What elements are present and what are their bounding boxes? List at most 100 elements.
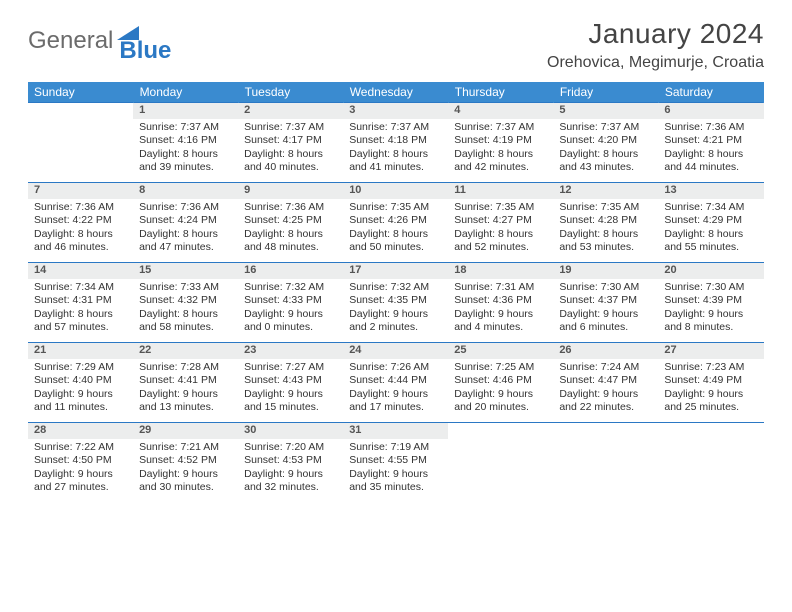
day-info-line: Daylight: 9 hours <box>34 468 127 482</box>
day-cell: Sunrise: 7:30 AMSunset: 4:37 PMDaylight:… <box>553 279 658 343</box>
weekday-header: Saturday <box>658 82 763 103</box>
day-info-line: and 41 minutes. <box>349 161 442 175</box>
day-number: 26 <box>553 343 658 359</box>
day-info-line: and 0 minutes. <box>244 321 337 335</box>
day-info-line: Sunset: 4:26 PM <box>349 214 442 228</box>
day-info-line: and 15 minutes. <box>244 401 337 415</box>
weekday-header: Thursday <box>448 82 553 103</box>
day-info-line: Daylight: 8 hours <box>244 228 337 242</box>
day-cell <box>658 439 763 503</box>
day-info-line: Daylight: 9 hours <box>664 388 757 402</box>
day-info-line: Daylight: 8 hours <box>454 148 547 162</box>
day-cell: Sunrise: 7:36 AMSunset: 4:22 PMDaylight:… <box>28 199 133 263</box>
weekday-header: Tuesday <box>238 82 343 103</box>
day-info-line: Sunrise: 7:37 AM <box>139 121 232 135</box>
day-info-line: Sunset: 4:27 PM <box>454 214 547 228</box>
day-cell <box>553 439 658 503</box>
day-cell: Sunrise: 7:36 AMSunset: 4:21 PMDaylight:… <box>658 119 763 183</box>
day-cell: Sunrise: 7:20 AMSunset: 4:53 PMDaylight:… <box>238 439 343 503</box>
day-content-row: Sunrise: 7:22 AMSunset: 4:50 PMDaylight:… <box>28 439 764 503</box>
day-number: 3 <box>343 103 448 119</box>
day-cell: Sunrise: 7:37 AMSunset: 4:18 PMDaylight:… <box>343 119 448 183</box>
day-cell: Sunrise: 7:22 AMSunset: 4:50 PMDaylight:… <box>28 439 133 503</box>
day-cell <box>448 439 553 503</box>
day-info-line: Sunset: 4:39 PM <box>664 294 757 308</box>
day-info-line: Sunrise: 7:28 AM <box>139 361 232 375</box>
day-info-line: Sunset: 4:44 PM <box>349 374 442 388</box>
day-number-row: 21222324252627 <box>28 343 764 359</box>
day-info-line: and 44 minutes. <box>664 161 757 175</box>
day-cell: Sunrise: 7:26 AMSunset: 4:44 PMDaylight:… <box>343 359 448 423</box>
day-number: 15 <box>133 263 238 279</box>
day-cell: Sunrise: 7:36 AMSunset: 4:24 PMDaylight:… <box>133 199 238 263</box>
day-cell: Sunrise: 7:35 AMSunset: 4:27 PMDaylight:… <box>448 199 553 263</box>
day-info-line: Daylight: 8 hours <box>559 228 652 242</box>
day-cell: Sunrise: 7:37 AMSunset: 4:16 PMDaylight:… <box>133 119 238 183</box>
day-number: 9 <box>238 183 343 199</box>
day-info-line: and 17 minutes. <box>349 401 442 415</box>
day-number: 5 <box>553 103 658 119</box>
day-info-line: Sunrise: 7:20 AM <box>244 441 337 455</box>
day-info-line: Sunset: 4:47 PM <box>559 374 652 388</box>
day-cell: Sunrise: 7:31 AMSunset: 4:36 PMDaylight:… <box>448 279 553 343</box>
day-info-line: Sunset: 4:43 PM <box>244 374 337 388</box>
day-info-line: Sunset: 4:41 PM <box>139 374 232 388</box>
day-info-line: Daylight: 9 hours <box>664 308 757 322</box>
day-cell: Sunrise: 7:28 AMSunset: 4:41 PMDaylight:… <box>133 359 238 423</box>
day-number: 31 <box>343 423 448 439</box>
day-info-line: Daylight: 8 hours <box>244 148 337 162</box>
day-number: 13 <box>658 183 763 199</box>
day-info-line: Sunrise: 7:37 AM <box>349 121 442 135</box>
day-info-line: Sunset: 4:28 PM <box>559 214 652 228</box>
day-number: 2 <box>238 103 343 119</box>
day-info-line: Sunset: 4:40 PM <box>34 374 127 388</box>
logo-text-2: Blue <box>119 37 171 64</box>
day-cell: Sunrise: 7:35 AMSunset: 4:26 PMDaylight:… <box>343 199 448 263</box>
day-info-line: Daylight: 8 hours <box>139 148 232 162</box>
day-cell: Sunrise: 7:29 AMSunset: 4:40 PMDaylight:… <box>28 359 133 423</box>
logo: General Blue <box>28 24 193 57</box>
weekday-header: Monday <box>133 82 238 103</box>
day-info-line: Sunrise: 7:35 AM <box>559 201 652 215</box>
day-info-line: and 39 minutes. <box>139 161 232 175</box>
day-info-line: Sunset: 4:22 PM <box>34 214 127 228</box>
day-content-row: Sunrise: 7:36 AMSunset: 4:22 PMDaylight:… <box>28 199 764 263</box>
day-info-line: Daylight: 9 hours <box>139 388 232 402</box>
day-info-line: Sunrise: 7:22 AM <box>34 441 127 455</box>
header: General Blue January 2024 Orehovica, Meg… <box>28 18 764 72</box>
day-info-line: Daylight: 8 hours <box>139 308 232 322</box>
day-content-row: Sunrise: 7:29 AMSunset: 4:40 PMDaylight:… <box>28 359 764 423</box>
day-info-line: Sunrise: 7:32 AM <box>244 281 337 295</box>
day-cell: Sunrise: 7:25 AMSunset: 4:46 PMDaylight:… <box>448 359 553 423</box>
day-info-line: and 43 minutes. <box>559 161 652 175</box>
day-info-line: Sunrise: 7:24 AM <box>559 361 652 375</box>
day-info-line: Sunrise: 7:30 AM <box>559 281 652 295</box>
day-cell: Sunrise: 7:35 AMSunset: 4:28 PMDaylight:… <box>553 199 658 263</box>
day-number-row: 123456 <box>28 103 764 119</box>
day-info-line: Sunrise: 7:37 AM <box>559 121 652 135</box>
day-info-line: Daylight: 9 hours <box>34 388 127 402</box>
day-info-line: Daylight: 8 hours <box>349 148 442 162</box>
day-info-line: Sunset: 4:37 PM <box>559 294 652 308</box>
day-info-line: Daylight: 9 hours <box>244 388 337 402</box>
day-number: 17 <box>343 263 448 279</box>
day-info-line: Daylight: 9 hours <box>349 308 442 322</box>
day-info-line: Daylight: 9 hours <box>349 468 442 482</box>
day-info-line: Daylight: 9 hours <box>454 308 547 322</box>
day-cell: Sunrise: 7:37 AMSunset: 4:20 PMDaylight:… <box>553 119 658 183</box>
day-info-line: and 42 minutes. <box>454 161 547 175</box>
day-info-line: Sunset: 4:36 PM <box>454 294 547 308</box>
day-number <box>553 423 658 439</box>
day-number: 12 <box>553 183 658 199</box>
day-info-line: Sunrise: 7:21 AM <box>139 441 232 455</box>
day-info-line: Sunset: 4:17 PM <box>244 134 337 148</box>
day-cell: Sunrise: 7:37 AMSunset: 4:19 PMDaylight:… <box>448 119 553 183</box>
day-info-line: Daylight: 9 hours <box>139 468 232 482</box>
day-number: 28 <box>28 423 133 439</box>
day-number: 29 <box>133 423 238 439</box>
day-info-line: and 27 minutes. <box>34 481 127 495</box>
day-number: 7 <box>28 183 133 199</box>
day-info-line: Sunrise: 7:30 AM <box>664 281 757 295</box>
day-info-line: Daylight: 8 hours <box>349 228 442 242</box>
day-info-line: Sunset: 4:53 PM <box>244 454 337 468</box>
